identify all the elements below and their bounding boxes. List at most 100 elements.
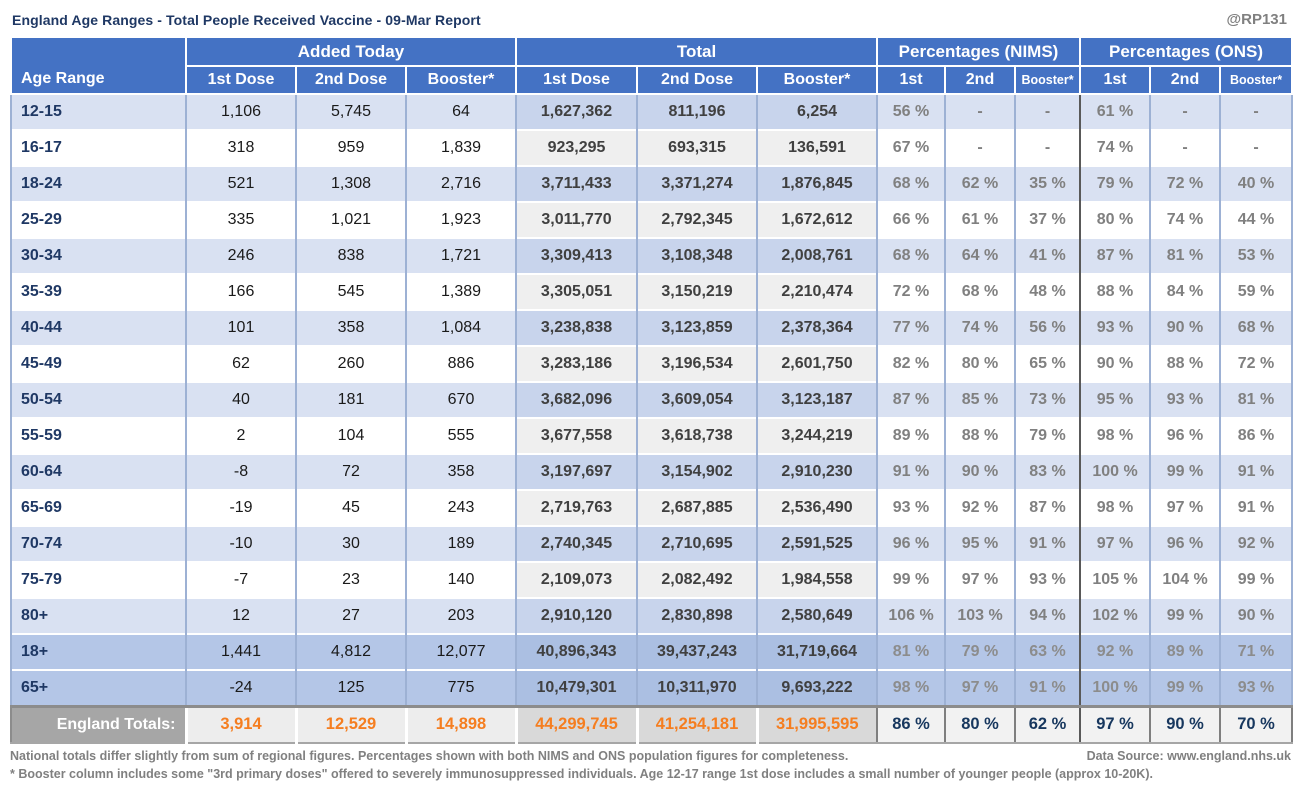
added-booster-cell: 775 (405, 669, 516, 706)
added-booster-cell: 670 (405, 381, 516, 418)
total-2nd-dose-cell: 3,123,859 (636, 309, 757, 346)
age-range-cell: 50-54 (10, 381, 186, 418)
total-1st-dose-cell: 2,740,345 (515, 525, 637, 562)
total-booster-cell: 2,210,474 (755, 273, 878, 310)
nims-2nd-pct-cell: - (944, 93, 1016, 130)
nims-1st-pct-cell: 91 % (876, 453, 946, 490)
added-1st-dose-cell: -7 (185, 561, 296, 598)
total-2nd-dose-cell: 2,082,492 (636, 561, 757, 598)
total-2nd-dose-cell: 811,196 (636, 93, 757, 130)
nims-1st-pct-cell: 77 % (876, 309, 946, 346)
england-totals-row: England Totals: 3,914 12,529 14,898 44,2… (10, 704, 1294, 744)
total-booster-cell: 136,591 (755, 129, 878, 166)
nims-booster-pct-cell: 91 % (1014, 525, 1081, 562)
nims-2nd-pct-cell: 62 % (944, 165, 1016, 202)
totals-added-1st-dose: 3,914 (184, 704, 296, 744)
age-range-rows: 12-15 1,106 5,745 64 1,627,362 811,196 6… (10, 93, 1294, 634)
totals-added-booster: 14,898 (404, 704, 516, 744)
added-booster-cell: 1,389 (405, 273, 516, 310)
total-2nd-dose-cell: 10,311,970 (636, 669, 757, 706)
footer-data-source: Data Source: www.england.nhs.uk (1086, 749, 1291, 763)
ons-1st-pct-cell: 87 % (1079, 237, 1151, 274)
group-header-added-today: Added Today (185, 36, 517, 67)
nims-booster-pct-cell: 35 % (1014, 165, 1081, 202)
total-1st-dose-cell: 3,309,413 (515, 237, 637, 274)
ons-2nd-pct-cell: 74 % (1149, 201, 1221, 238)
age-range-cell: 18-24 (10, 165, 186, 202)
total-2nd-dose-cell: 3,609,054 (636, 381, 757, 418)
ons-2nd-pct-cell: 99 % (1149, 597, 1221, 634)
added-booster-cell: 1,721 (405, 237, 516, 274)
ons-booster-pct-cell: 81 % (1219, 381, 1294, 418)
total-booster-cell: 2,008,761 (755, 237, 878, 274)
ons-1st-pct-cell: 100 % (1079, 453, 1151, 490)
total-1st-dose-cell: 10,479,301 (515, 669, 637, 706)
table-row: 55-59 2 104 555 3,677,558 3,618,738 3,24… (10, 417, 1294, 454)
added-2nd-dose-cell: 1,308 (295, 165, 406, 202)
col-header-nims-booster: Booster* (1014, 65, 1082, 95)
col-header-ons-booster: Booster* (1219, 65, 1294, 95)
nims-2nd-pct-cell: 85 % (944, 381, 1016, 418)
table-row: 40-44 101 358 1,084 3,238,838 3,123,859 … (10, 309, 1294, 346)
total-booster-cell: 3,244,219 (755, 417, 878, 454)
table-row: 16-17 318 959 1,839 923,295 693,315 136,… (10, 129, 1294, 166)
total-2nd-dose-cell: 693,315 (636, 129, 757, 166)
nims-2nd-pct-cell: - (944, 129, 1016, 166)
added-2nd-dose-cell: 72 (295, 453, 406, 490)
added-booster-cell: 140 (405, 561, 516, 598)
ons-1st-pct-cell: 97 % (1079, 525, 1151, 562)
added-1st-dose-cell: 1,441 (185, 633, 296, 670)
added-2nd-dose-cell: 45 (295, 489, 406, 526)
nims-1st-pct-cell: 68 % (876, 237, 946, 274)
nims-2nd-pct-cell: 80 % (944, 345, 1016, 382)
total-1st-dose-cell: 2,719,763 (515, 489, 637, 526)
age-range-cell: 40-44 (10, 309, 186, 346)
added-2nd-dose-cell: 30 (295, 525, 406, 562)
table-row: 60-64 -8 72 358 3,197,697 3,154,902 2,91… (10, 453, 1294, 490)
table-row: 25-29 335 1,021 1,923 3,011,770 2,792,34… (10, 201, 1294, 238)
added-booster-cell: 12,077 (405, 633, 516, 670)
added-booster-cell: 1,084 (405, 309, 516, 346)
ons-1st-pct-cell: 80 % (1079, 201, 1151, 238)
ons-booster-pct-cell: 99 % (1219, 561, 1294, 598)
nims-2nd-pct-cell: 88 % (944, 417, 1016, 454)
age-range-cell: 65-69 (10, 489, 186, 526)
ons-1st-pct-cell: 90 % (1079, 345, 1151, 382)
col-header-nims-1st: 1st (876, 65, 947, 95)
nims-2nd-pct-cell: 95 % (944, 525, 1016, 562)
total-1st-dose-cell: 3,238,838 (515, 309, 637, 346)
added-1st-dose-cell: 1,106 (185, 93, 296, 130)
nims-2nd-pct-cell: 79 % (944, 633, 1016, 670)
ons-2nd-pct-cell: 81 % (1149, 237, 1221, 274)
group-header-pct-nims: Percentages (NIMS) (876, 36, 1082, 67)
added-booster-cell: 1,923 (405, 201, 516, 238)
added-1st-dose-cell: -19 (185, 489, 296, 526)
totals-label: England Totals: (10, 704, 186, 744)
added-2nd-dose-cell: 959 (295, 129, 406, 166)
summary-rows: 18+ 1,441 4,812 12,077 40,896,343 39,437… (10, 633, 1294, 706)
table-row: 75-79 -7 23 140 2,109,073 2,082,492 1,98… (10, 561, 1294, 598)
nims-2nd-pct-cell: 61 % (944, 201, 1016, 238)
footer-note-nims-ons: National totals differ slightly from sum… (10, 749, 849, 763)
added-2nd-dose-cell: 260 (295, 345, 406, 382)
added-2nd-dose-cell: 838 (295, 237, 406, 274)
total-booster-cell: 2,536,490 (755, 489, 878, 526)
total-2nd-dose-cell: 3,154,902 (636, 453, 757, 490)
total-1st-dose-cell: 3,283,186 (515, 345, 637, 382)
nims-2nd-pct-cell: 68 % (944, 273, 1016, 310)
title-bar: England Age Ranges - Total People Receiv… (0, 0, 1301, 36)
ons-1st-pct-cell: 105 % (1079, 561, 1151, 598)
total-2nd-dose-cell: 2,830,898 (636, 597, 757, 634)
ons-2nd-pct-cell: 90 % (1149, 309, 1221, 346)
ons-1st-pct-cell: 74 % (1079, 129, 1151, 166)
col-header-ons-2nd: 2nd (1149, 65, 1222, 95)
ons-2nd-pct-cell: 99 % (1149, 669, 1221, 706)
author-handle: @RP131 (1226, 11, 1288, 28)
nims-1st-pct-cell: 66 % (876, 201, 946, 238)
total-1st-dose-cell: 3,305,051 (515, 273, 637, 310)
ons-2nd-pct-cell: - (1149, 93, 1221, 130)
added-2nd-dose-cell: 5,745 (295, 93, 406, 130)
added-2nd-dose-cell: 27 (295, 597, 406, 634)
total-2nd-dose-cell: 3,150,219 (636, 273, 757, 310)
ons-booster-pct-cell: 86 % (1219, 417, 1294, 454)
